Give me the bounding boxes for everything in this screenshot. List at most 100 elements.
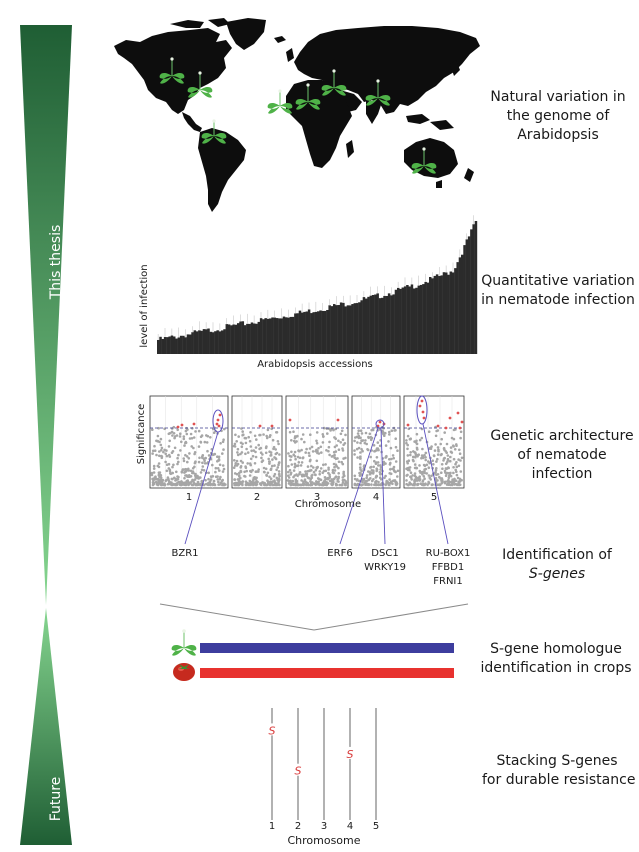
snp-point <box>277 442 280 446</box>
snp-point <box>392 479 396 482</box>
snp-point <box>206 462 209 465</box>
snp-point <box>250 480 253 484</box>
snp-point <box>264 451 268 455</box>
snp-point <box>177 453 180 457</box>
snp-point <box>338 483 341 487</box>
snp-point <box>394 437 398 440</box>
significant-snp <box>406 423 410 427</box>
infection-bar <box>191 332 194 354</box>
snp-point <box>325 481 328 484</box>
snp-point <box>457 458 460 461</box>
snp-point <box>165 454 169 458</box>
snp-point <box>441 467 444 470</box>
snp-point <box>255 438 258 441</box>
snp-point <box>326 432 329 435</box>
snp-point <box>190 445 193 448</box>
gene-label-frni1: FRNI1 <box>433 576 463 587</box>
infection-bar <box>259 318 263 354</box>
snp-point <box>428 476 432 480</box>
snp-point <box>316 449 319 453</box>
snp-point <box>359 436 362 440</box>
snp-point <box>170 451 174 454</box>
snp-point <box>218 469 221 472</box>
snp-point <box>310 445 314 449</box>
snp-point <box>253 462 257 465</box>
snp-point <box>186 428 189 431</box>
infection-bar <box>243 325 247 354</box>
caption-quantitative-variation: Quantitative variation in nematode infec… <box>481 273 635 308</box>
snp-point <box>184 441 188 445</box>
snp-point <box>253 434 257 438</box>
snp-point <box>251 454 255 458</box>
snp-point <box>199 471 203 474</box>
infection-bar <box>319 310 322 354</box>
significant-snp <box>436 424 440 428</box>
snp-point <box>255 479 258 483</box>
snp-point <box>239 469 242 473</box>
snp-point <box>194 430 197 433</box>
infection-bar <box>307 309 311 354</box>
snp-point <box>216 460 219 463</box>
snp-point <box>234 433 237 437</box>
snp-point <box>152 471 156 474</box>
snp-point <box>389 461 392 465</box>
snp-point <box>405 439 408 442</box>
snp-point <box>278 472 281 476</box>
snp-point <box>234 462 237 465</box>
north-america <box>114 28 232 114</box>
snp-point <box>449 450 453 454</box>
caption-natural-variation: Natural variation in the genome of Arabi… <box>490 89 626 143</box>
infection-bar <box>346 305 350 354</box>
snp-point <box>315 459 319 463</box>
infection-bar <box>467 236 471 354</box>
snp-point <box>165 469 169 473</box>
arabidopsis-icon <box>171 629 197 656</box>
infection-bar <box>463 245 466 354</box>
snp-point <box>311 481 314 484</box>
snp-point <box>376 441 380 444</box>
snp-point <box>249 431 252 434</box>
stack-x-label: Chromosome <box>287 834 360 847</box>
snp-point <box>277 461 281 465</box>
snp-point <box>331 471 335 474</box>
snp-point <box>219 442 222 445</box>
tomato-bar <box>200 668 454 678</box>
snp-point <box>255 470 259 473</box>
snp-point <box>302 474 306 478</box>
snp-point <box>423 477 426 480</box>
significant-snp <box>270 424 274 428</box>
snp-point <box>258 447 261 451</box>
caption-stacking: Stacking S-genes for durable resistance <box>482 753 636 788</box>
snp-point <box>239 482 242 486</box>
snp-point <box>438 475 441 479</box>
timeline-label-future: Future <box>48 777 64 822</box>
snp-point <box>200 434 204 437</box>
infection-bar <box>255 323 258 354</box>
snp-point <box>307 451 311 455</box>
gene-label-ffbd1: FFBD1 <box>432 562 464 573</box>
snp-point <box>187 483 190 486</box>
snp-point <box>407 466 410 470</box>
snp-point <box>360 439 363 442</box>
infection-bar <box>422 284 425 354</box>
snp-point <box>233 478 237 481</box>
significant-snp <box>456 411 460 415</box>
snp-point <box>248 439 252 443</box>
snp-point <box>189 469 193 473</box>
significant-snp <box>444 426 448 430</box>
snp-point <box>249 463 252 467</box>
snp-point <box>201 461 204 465</box>
south-america <box>198 128 246 212</box>
snp-point <box>425 463 429 467</box>
gene-label-ru-box1: RU-BOX1 <box>426 548 471 559</box>
snp-point <box>262 433 265 436</box>
snp-point <box>179 432 182 435</box>
significant-snp <box>378 420 382 424</box>
snp-point <box>317 447 320 450</box>
snp-point <box>199 440 202 444</box>
snp-point <box>157 473 161 477</box>
snp-point <box>382 463 385 466</box>
snp-point <box>344 456 347 460</box>
infection-bar <box>335 305 338 354</box>
snp-point <box>201 455 204 458</box>
